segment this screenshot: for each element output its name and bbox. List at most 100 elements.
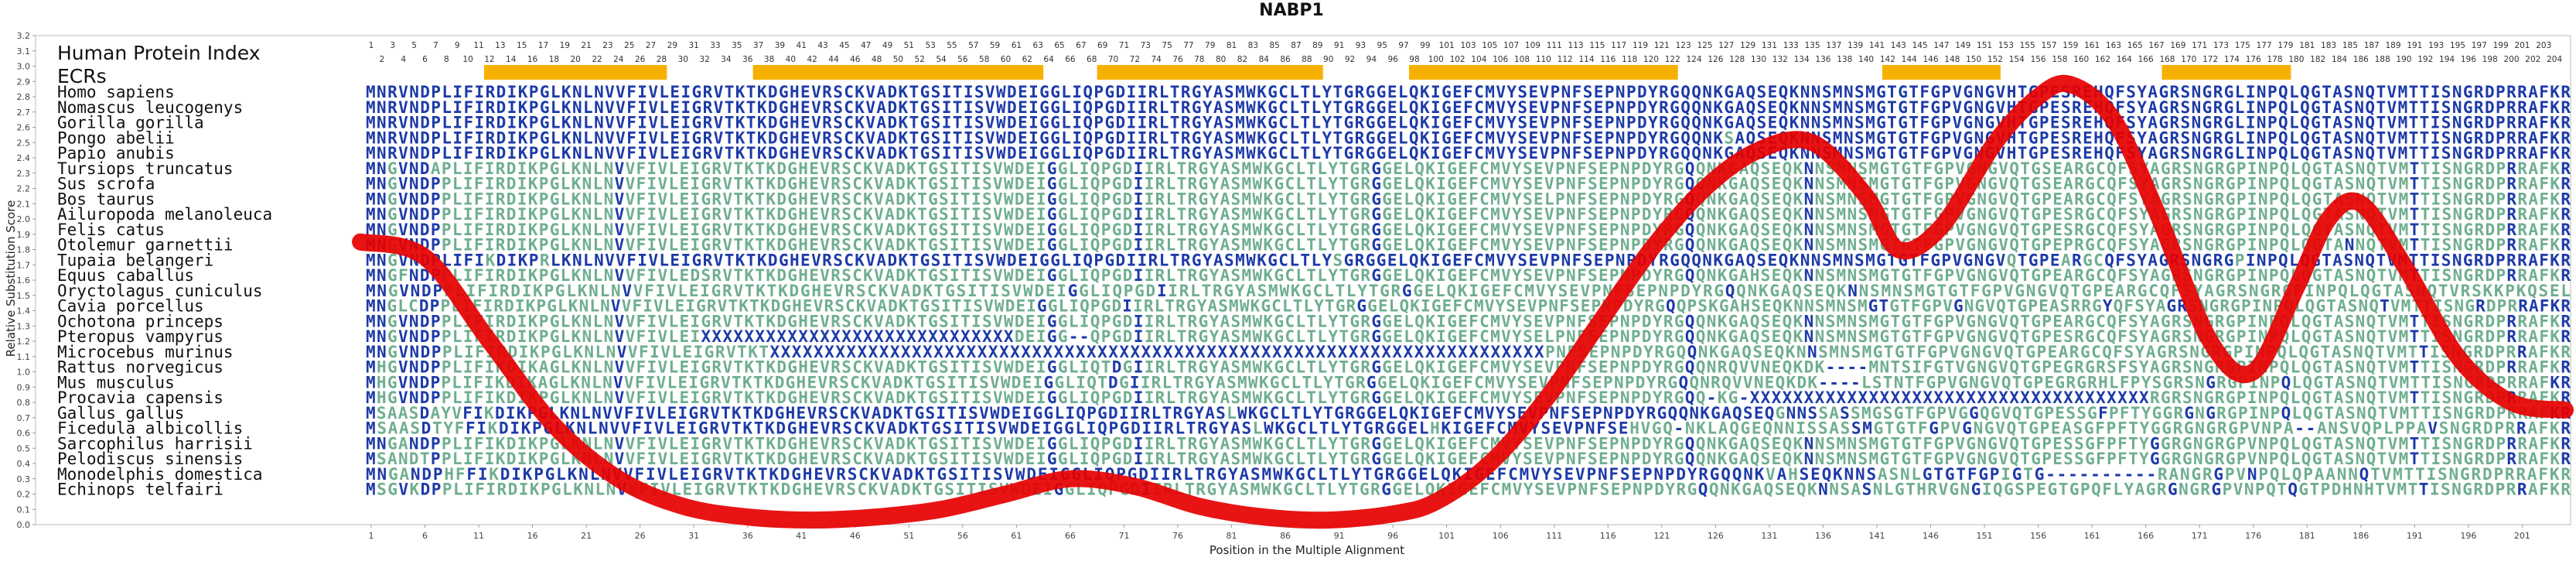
species-label: Homo sapiens [57,83,175,101]
index-number: 10 [462,55,473,64]
index-number: 157 [2041,41,2056,50]
index-number: 40 [786,55,796,64]
index-number: 53 [925,41,935,50]
index-number: 155 [2020,41,2035,50]
index-number: 43 [817,41,827,50]
x-tick-label: 101 [1438,531,1455,541]
index-number: 88 [1302,55,1312,64]
index-number: 126 [1708,55,1723,64]
index-number: 81 [1227,41,1237,50]
index-number: 86 [1280,55,1291,64]
index-number: 50 [893,55,903,64]
x-tick-label: 66 [1065,531,1076,541]
index-number: 159 [2063,41,2078,50]
index-number: 30 [678,55,688,64]
index-number: 32 [699,55,709,64]
index-number: 103 [1460,41,1476,50]
x-tick-label: 6 [422,531,428,541]
y-tick-label: 2.8 [17,92,31,102]
index-number: 35 [732,41,742,50]
index-number: 61 [1012,41,1022,50]
index-number: 36 [742,55,753,64]
index-number: 107 [1503,41,1519,50]
x-tick-label: 161 [2084,531,2100,541]
index-number: 110 [1536,55,1551,64]
y-tick-label: 1.2 [17,337,31,347]
score-curve [352,74,2574,529]
index-number: 90 [1323,55,1333,64]
index-number: 161 [2084,41,2100,50]
human-protein-index-label: Human Protein Index [57,42,261,64]
index-number: 33 [710,41,720,50]
x-tick-label: 196 [2460,531,2476,541]
x-tick-label: 71 [1118,531,1129,541]
index-number: 116 [1600,55,1616,64]
x-tick-label: 131 [1761,531,1777,541]
index-number: 66 [1065,55,1076,64]
index-number: 27 [646,41,656,50]
index-number: 187 [2364,41,2380,50]
index-number: 84 [1259,55,1270,64]
index-number: 80 [1216,55,1226,64]
index-number: 191 [2407,41,2422,50]
x-tick-label: 86 [1280,531,1291,541]
index-number: 136 [1815,55,1830,64]
x-tick-label: 16 [527,531,538,541]
index-number: 154 [2009,55,2025,64]
x-tick-label: 146 [1923,531,1939,541]
sequence-row: MSANDTPPLIFIKDIKPGLKNLNVVFIVLEIGRVTKTKDG… [366,450,2571,468]
x-tick-label: 156 [2030,531,2046,541]
species-label: Mus musculus [57,373,175,392]
species-label: Sus scrofa [57,175,155,193]
x-tick-label: 126 [1708,531,1724,541]
index-number: 96 [1387,55,1398,64]
ecr-regions [483,65,2291,80]
sequence-row: MNGVNDPPLIFIRDIKPGLKNLNVVFIVLEIGRVTKTKDG… [366,205,2571,224]
index-number: 147 [1933,41,1949,50]
index-number: 131 [1762,41,1777,50]
species-label: Gorilla gorilla [57,114,204,132]
species-label: Procavia capensis [57,388,223,407]
index-number: 9 [455,41,460,50]
x-tick-label: 141 [1868,531,1885,541]
index-number: 113 [1568,41,1584,50]
sequence-row: MNRVNDPLIFIRDIKPGLKNLNVVFIVLEIGRVTKTKDGH… [366,128,2571,147]
y-tick-label: 1.3 [17,321,31,331]
index-number: 67 [1076,41,1086,50]
sequence-row: MNGLCDPPLIFIRDIKPGLKNLNVVFIVLEIGRVTKTKDG… [366,297,2571,316]
index-number: 162 [2095,55,2110,64]
species-label: Monodelphis domestica [57,465,263,484]
index-number: 3 [390,41,395,50]
species-label: Tupaia belangeri [57,251,213,269]
index-number: 89 [1312,41,1322,50]
y-tick-label: 1.5 [17,291,31,301]
sequence-row: MNGANDPHFFIKDIKPGLKNLNVVFIVLEIGRVTKTKDGH… [366,465,2571,484]
index-number: 82 [1237,55,1247,64]
index-number: 63 [1033,41,1043,50]
x-tick-label: 136 [1815,531,1831,541]
index-number: 49 [882,41,892,50]
species-label: Ailuropoda melanoleuca [57,205,272,224]
index-number: 167 [2149,41,2165,50]
index-number: 202 [2525,55,2540,64]
y-tick-label: 3.0 [17,62,31,72]
index-number: 8 [444,55,449,64]
index-number: 152 [1987,55,2003,64]
index-number: 146 [1923,55,1938,64]
index-number: 73 [1141,41,1151,50]
index-number: 44 [828,55,839,64]
y-tick-label: 2.1 [17,199,31,209]
x-tick-label: 1 [368,531,374,541]
index-number: 94 [1366,55,1377,64]
x-tick-label: 111 [1546,531,1562,541]
species-label: Nomascus leucogenys [57,98,243,117]
index-number: 198 [2482,55,2498,64]
index-number: 71 [1119,41,1129,50]
index-number: 125 [1697,41,1712,50]
index-number: 60 [1001,55,1011,64]
species-label: Oryctolagus cuniculus [57,282,263,300]
index-number: 178 [2267,55,2283,64]
x-tick-label: 171 [2192,531,2208,541]
y-tick-label: 0.3 [17,474,31,484]
species-label: Ochotona princeps [57,312,223,330]
